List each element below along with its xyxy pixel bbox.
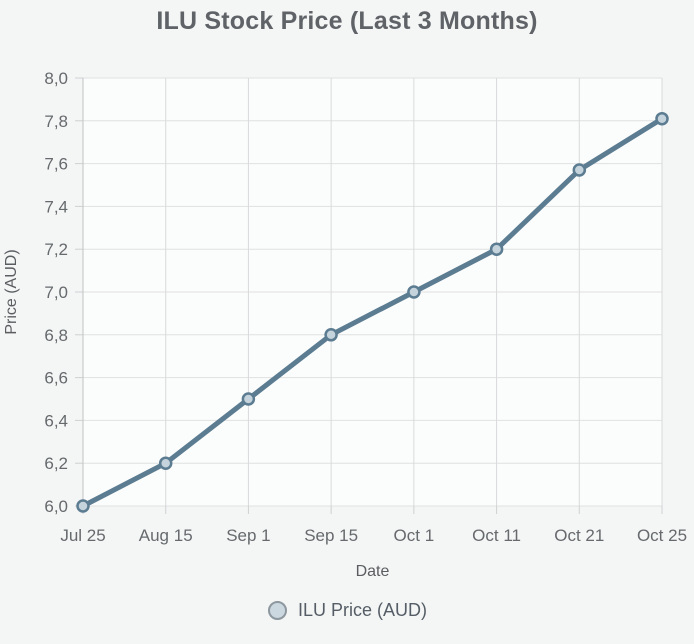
y-tick-label: 7,8: [44, 112, 68, 131]
y-tick-label: 7,0: [44, 283, 68, 302]
data-point-marker: [158, 456, 173, 470]
chart-title: ILU Stock Price (Last 3 Months): [156, 7, 538, 35]
series-line: [80, 116, 665, 509]
legend-label: ILU Price (AUD): [297, 600, 427, 620]
x-tick-label: Oct 25: [637, 526, 687, 545]
y-tick-label: 7,2: [44, 240, 68, 259]
y-tick-label: 7,4: [44, 197, 68, 216]
x-tick-label: Oct 21: [554, 526, 604, 545]
data-point-marker: [241, 392, 256, 406]
y-tick-label: 8,0: [44, 69, 68, 88]
x-tick-label: Aug 15: [139, 526, 193, 545]
x-tick-label: Jul 25: [60, 526, 105, 545]
x-tick-label: Oct 11: [472, 526, 521, 545]
data-point-marker: [76, 499, 90, 513]
price-line-chart: 6,0 6,2 6,4 6,6 6,8 7,0 7,2 7,4 7,6 7,8 8,0 Jul 25 A…: [3, 69, 687, 580]
y-tick-label: 6,6: [44, 369, 68, 388]
x-tick-label: Oct 1: [394, 526, 435, 545]
y-tick-label: 7,6: [44, 155, 68, 174]
x-axis-title: Date: [356, 563, 390, 580]
x-tick-label: Sep 15: [304, 526, 358, 545]
data-point-marker: [572, 163, 587, 177]
y-tick-label: 6,0: [44, 497, 68, 516]
legend: ILU Price (AUD): [0, 600, 694, 621]
x-tick-label: Sep 1: [226, 526, 270, 545]
y-tick-label: 6,4: [44, 411, 68, 430]
data-point-marker: [489, 242, 504, 256]
data-point-marker: [324, 328, 338, 342]
legend-marker-icon: [267, 601, 287, 620]
y-tick-label: 6,8: [44, 326, 68, 345]
data-point-marker: [655, 111, 669, 126]
y-axis-title: Price (AUD): [3, 249, 20, 334]
data-point-marker: [407, 285, 421, 299]
y-tick-label: 6,2: [44, 454, 68, 473]
